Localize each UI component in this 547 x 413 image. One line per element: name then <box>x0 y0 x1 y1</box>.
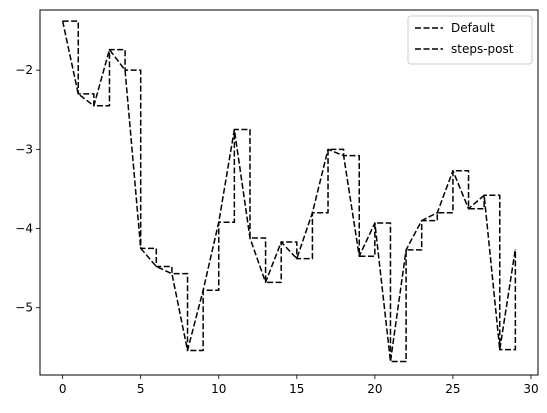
legend: Default steps-post <box>407 15 533 65</box>
y-tick-label: −2 <box>15 63 33 77</box>
axes-frame <box>39 9 539 376</box>
x-tick-label: 30 <box>523 382 538 396</box>
x-tick-label: 0 <box>59 382 67 396</box>
legend-label-default: Default <box>451 21 495 35</box>
x-tick-label: 10 <box>211 382 226 396</box>
plot-lines <box>61 20 517 363</box>
y-axis: −2 −3 −4 −5 <box>15 63 40 315</box>
legend-label-steps-post: steps-post <box>451 42 514 56</box>
x-axis: 0 5 10 15 20 25 30 <box>59 375 539 396</box>
series-line-steps-post <box>62 20 517 363</box>
x-tick-label: 20 <box>367 382 382 396</box>
y-tick-label: −3 <box>15 142 33 156</box>
x-tick-label: 15 <box>289 382 304 396</box>
x-tick-label: 25 <box>445 382 460 396</box>
legend-box <box>407 15 533 65</box>
x-tick-label: 5 <box>137 382 145 396</box>
series-line-default <box>61 20 517 363</box>
y-tick-label: −4 <box>15 222 33 236</box>
y-tick-label: −5 <box>15 301 33 315</box>
